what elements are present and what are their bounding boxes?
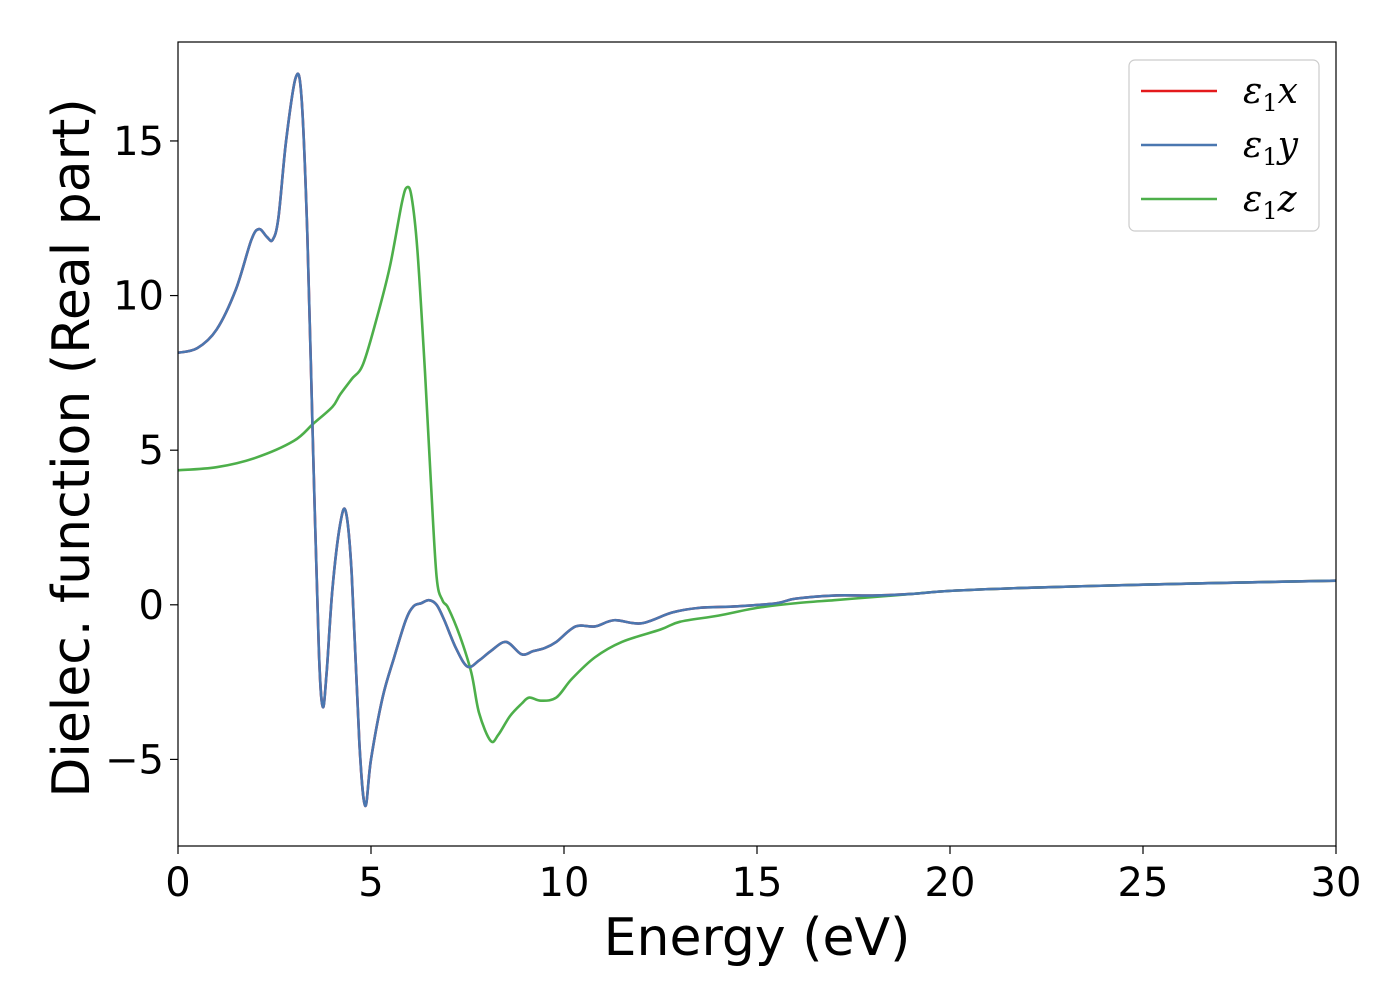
legend-subscript: 1 [1262, 89, 1277, 117]
legend-entry-x: ε1x [1243, 71, 1298, 117]
y-tick-label: −5 [105, 737, 164, 783]
x-axis-label: Energy (eV) [604, 908, 911, 968]
legend-subscript: 1 [1262, 197, 1277, 225]
x-tick-label: 10 [539, 860, 590, 906]
legend-entry-y: ε1y [1243, 125, 1299, 171]
axes-frame [177, 41, 1337, 847]
legend-symbol: ε [1243, 71, 1262, 112]
y-tick-label: 5 [139, 428, 164, 474]
x-axis-ticks: 0 5 10 15 20 25 30 [165, 846, 1361, 906]
series-line-z [178, 185, 1336, 744]
series-line-y [178, 72, 1336, 808]
legend-axis: y [1276, 125, 1299, 166]
series-lines [178, 72, 1336, 808]
legend-symbol: ε [1243, 179, 1262, 220]
x-tick-label: 15 [732, 860, 783, 906]
legend-axis: x [1278, 71, 1298, 112]
legend-entry-z: ε1z [1243, 179, 1298, 225]
legend-symbol: ε [1243, 125, 1262, 166]
x-tick-label: 20 [925, 860, 976, 906]
x-tick-label: 0 [165, 860, 190, 906]
x-tick-label: 25 [1118, 860, 1169, 906]
y-tick-label: 10 [113, 274, 164, 320]
x-tick-label: 5 [358, 860, 383, 906]
y-tick-label: 0 [139, 583, 164, 629]
legend-subscript: 1 [1262, 143, 1277, 171]
y-axis-ticks: −5 0 5 10 15 [105, 119, 178, 783]
legend-box [1128, 59, 1320, 232]
x-tick-label: 30 [1311, 860, 1362, 906]
y-axis-label: Dielec. function (Real part) [42, 98, 102, 797]
y-tick-label: 15 [113, 119, 164, 165]
legend-axis: z [1277, 179, 1298, 220]
